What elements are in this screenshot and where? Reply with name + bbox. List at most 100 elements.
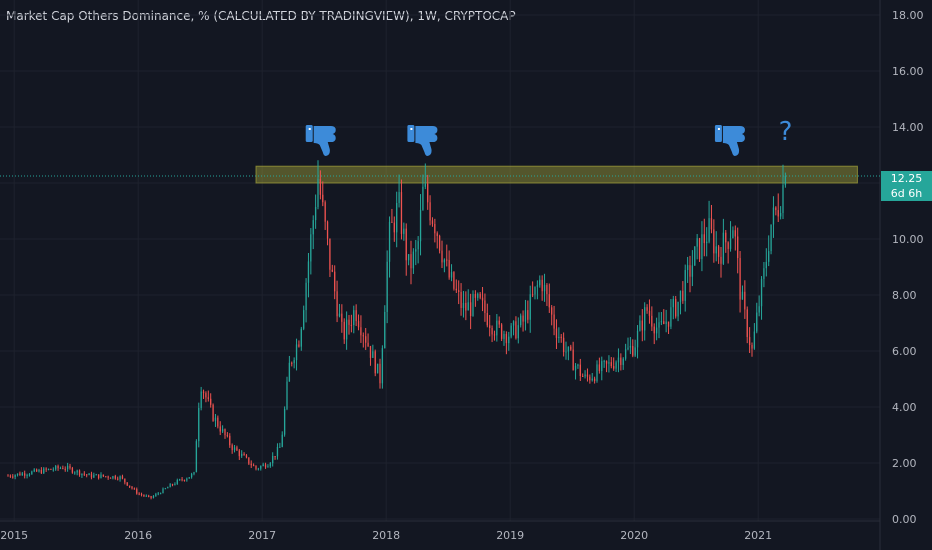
candle-body — [214, 417, 217, 421]
candle-body — [245, 455, 248, 458]
chart-title: Market Cap Others Dominance, % (CALCULAT… — [6, 9, 516, 23]
candle-body — [603, 360, 605, 362]
candle-body — [763, 268, 765, 279]
candle-body — [50, 468, 52, 470]
candle-body — [460, 291, 462, 308]
candle-body — [59, 468, 62, 470]
candle-body — [741, 291, 744, 300]
candle-body — [667, 321, 670, 327]
candle-body — [481, 297, 484, 301]
candle-body — [729, 238, 732, 249]
candle-body — [195, 441, 198, 473]
candle-body — [646, 307, 648, 311]
candle-body — [212, 404, 214, 421]
candle-body — [686, 265, 689, 271]
candle-body — [694, 246, 696, 266]
candle-body — [93, 475, 95, 478]
candle-body — [772, 207, 775, 225]
candle-body — [622, 358, 624, 365]
candle-body — [350, 324, 353, 326]
candle-body — [675, 299, 677, 317]
candle-body — [384, 311, 386, 349]
candle-body — [484, 300, 486, 314]
candle-body — [412, 251, 415, 269]
candle-body — [610, 362, 612, 367]
candle-body — [565, 351, 567, 353]
candle-body — [353, 310, 355, 326]
candle-body — [174, 483, 176, 485]
candle-body — [298, 344, 300, 347]
candle-body — [257, 468, 260, 470]
candle-body — [489, 325, 491, 328]
candle-body — [207, 397, 209, 399]
candle-body — [415, 249, 417, 252]
candle-body — [717, 246, 720, 257]
candle-body — [193, 472, 195, 475]
candle-body — [672, 299, 674, 308]
candle-body — [517, 325, 519, 339]
candle-body — [35, 469, 38, 472]
thumbs-down-icon — [407, 125, 438, 156]
candle-body — [219, 426, 221, 432]
candle-body — [198, 407, 200, 442]
candle-body — [269, 463, 271, 467]
candle-body — [64, 468, 66, 470]
candle-body — [288, 362, 291, 382]
candle-body — [472, 293, 474, 317]
candle-body — [555, 328, 558, 338]
candle-body — [541, 279, 543, 292]
candle-body — [703, 234, 705, 244]
candle-body — [57, 466, 59, 469]
candle-body — [262, 464, 264, 467]
candle-body — [205, 393, 207, 398]
candle-body — [250, 463, 252, 466]
candle-body — [112, 476, 114, 479]
candle-body — [512, 321, 515, 326]
candle-body — [553, 314, 555, 329]
candle-body — [131, 486, 133, 489]
candle-body — [264, 464, 267, 468]
candle-body — [343, 321, 345, 340]
candle-body — [551, 307, 553, 315]
candle-body — [663, 321, 665, 325]
candle-body — [100, 474, 102, 479]
candle-body — [140, 494, 143, 496]
candle-body — [608, 362, 610, 364]
candle-body — [7, 475, 9, 477]
x-tick-label: 2016 — [124, 529, 152, 542]
candle-body — [567, 346, 570, 352]
candle-body — [338, 313, 341, 317]
candle-body — [746, 309, 748, 338]
candle-body — [579, 364, 581, 376]
candle-body — [16, 473, 19, 476]
candle-body — [648, 310, 651, 316]
y-tick-label: 6.00 — [892, 345, 917, 358]
candle-body — [591, 378, 593, 381]
candle-body — [221, 429, 224, 432]
candle-body — [510, 325, 512, 337]
candle-body — [474, 293, 477, 298]
candle-body — [202, 391, 205, 394]
candle-body — [436, 233, 438, 236]
candle-body — [362, 335, 364, 337]
candle-body — [159, 493, 162, 495]
candle-body — [360, 327, 362, 336]
candle-body — [26, 474, 28, 476]
candle-body — [126, 482, 128, 486]
candle-body — [372, 351, 374, 358]
candle-body — [145, 495, 147, 497]
candle-body — [727, 242, 729, 249]
candle-body — [698, 238, 701, 260]
candle-body — [305, 282, 307, 311]
candle-body — [479, 293, 481, 298]
candle-body — [167, 487, 169, 489]
candle-body — [69, 465, 71, 468]
candle-body — [503, 334, 505, 339]
candle-body — [188, 477, 190, 479]
candle-body — [186, 478, 188, 481]
candle-body — [90, 473, 93, 478]
candle-body — [751, 344, 753, 349]
candle-body — [784, 176, 787, 186]
candle-body — [613, 366, 615, 369]
